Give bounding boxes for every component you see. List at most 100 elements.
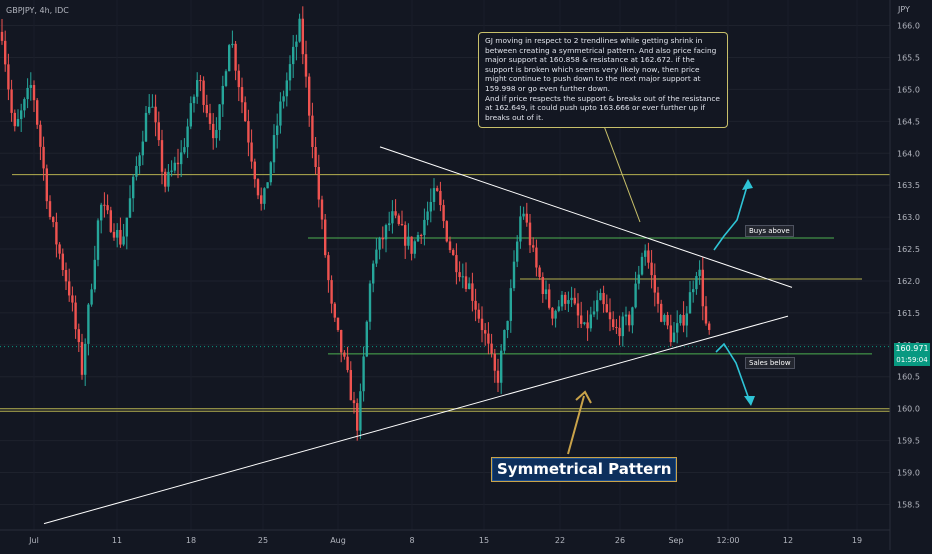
candle-body [519, 216, 522, 242]
candle-body [228, 45, 231, 72]
candle-body [279, 101, 282, 126]
buys-above-tag[interactable]: Buys above [745, 225, 794, 237]
y-tick-label: 162.0 [897, 277, 920, 286]
candle-body [708, 323, 711, 330]
candle-body [365, 321, 368, 357]
candle-body [208, 113, 212, 124]
candle-body [250, 142, 253, 162]
candle-body [679, 314, 682, 324]
candle-body [167, 171, 170, 187]
candle-body [477, 309, 480, 319]
candle-body [391, 211, 394, 224]
candle-body [589, 314, 592, 329]
candle-body [484, 330, 487, 334]
candle-body [71, 295, 74, 303]
candle-body [7, 64, 10, 90]
candle-body [39, 124, 42, 147]
candle-body [692, 289, 695, 293]
candle-body [356, 403, 359, 431]
candle-body [26, 87, 29, 100]
candle-body [36, 100, 39, 125]
candle-body [266, 182, 269, 189]
pointer-arrow-icon [567, 395, 585, 455]
y-tick-label: 158.5 [897, 500, 920, 509]
candle-body [464, 276, 468, 289]
candle-body [125, 217, 128, 237]
candle-body [436, 188, 439, 191]
candle-body [173, 162, 176, 171]
candle-body [327, 255, 330, 281]
candle-body [170, 170, 173, 172]
candle-body [285, 80, 288, 97]
candle-body [640, 256, 644, 275]
candle-body [695, 275, 698, 290]
candle-body [378, 237, 381, 250]
annotation-pointer [603, 125, 641, 223]
candle-body [311, 115, 314, 147]
candle-body [448, 241, 452, 251]
candle-body [103, 204, 106, 206]
candle-body [509, 288, 512, 321]
candle-body [29, 85, 32, 88]
candle-body [429, 201, 432, 212]
candle-body [122, 236, 125, 245]
candle-body [292, 46, 295, 65]
candle-body [256, 179, 260, 196]
candle-body [576, 303, 580, 316]
candle-body [647, 250, 650, 263]
candle-body [183, 147, 186, 153]
x-tick-label: 26 [615, 536, 625, 545]
x-tick-label: 19 [852, 536, 862, 545]
y-tick-label: 165.5 [897, 53, 920, 62]
candle-body [410, 236, 413, 254]
symbol-label: GBPJPY, 4h, IDC [6, 6, 69, 15]
candle-body [432, 188, 436, 202]
candle-body [151, 106, 154, 108]
y-tick-label: 160.5 [897, 373, 920, 382]
candle-body [682, 314, 685, 326]
candle-body [10, 89, 13, 113]
candle-body [112, 231, 116, 238]
candle-body [628, 314, 631, 326]
candle-body [442, 205, 445, 222]
candle-body [608, 312, 612, 320]
candle-body [557, 306, 560, 311]
candle-body [618, 327, 621, 337]
candle-body [602, 292, 605, 305]
candle-body [20, 110, 23, 120]
x-tick-label: 25 [258, 536, 268, 545]
candle-body [704, 306, 708, 324]
candle-body [445, 221, 448, 242]
candle-body [0, 31, 4, 41]
candle-body [407, 236, 410, 246]
candle-body [135, 165, 138, 177]
candle-body [346, 356, 349, 371]
currency-label: JPY [897, 5, 910, 14]
annotation-box[interactable]: GJ moving in respect to 2 trendlines whi… [478, 32, 728, 129]
candle-body [471, 283, 474, 301]
candle-body [615, 327, 618, 329]
candle-body [701, 269, 704, 307]
candle-body [240, 87, 244, 103]
candle-body [144, 112, 148, 142]
arrow-up-icon [713, 182, 749, 251]
candle-body [109, 210, 112, 232]
candle-body [560, 294, 564, 307]
sales-below-tag[interactable]: Sales below [745, 357, 795, 369]
candle-body [263, 188, 266, 204]
candle-body [381, 237, 384, 240]
candle-body [298, 18, 301, 42]
candle-body [487, 333, 490, 344]
candle-body [416, 235, 420, 242]
candle-body [132, 176, 135, 199]
pattern-label[interactable]: Symmetrical Pattern [491, 457, 678, 482]
candle-body [90, 289, 93, 305]
candle-body [154, 106, 157, 123]
candle-body [304, 54, 308, 77]
candle-body [106, 205, 109, 211]
candle-body [48, 201, 52, 217]
candle-body [388, 223, 391, 226]
arrow-layer [567, 179, 755, 455]
